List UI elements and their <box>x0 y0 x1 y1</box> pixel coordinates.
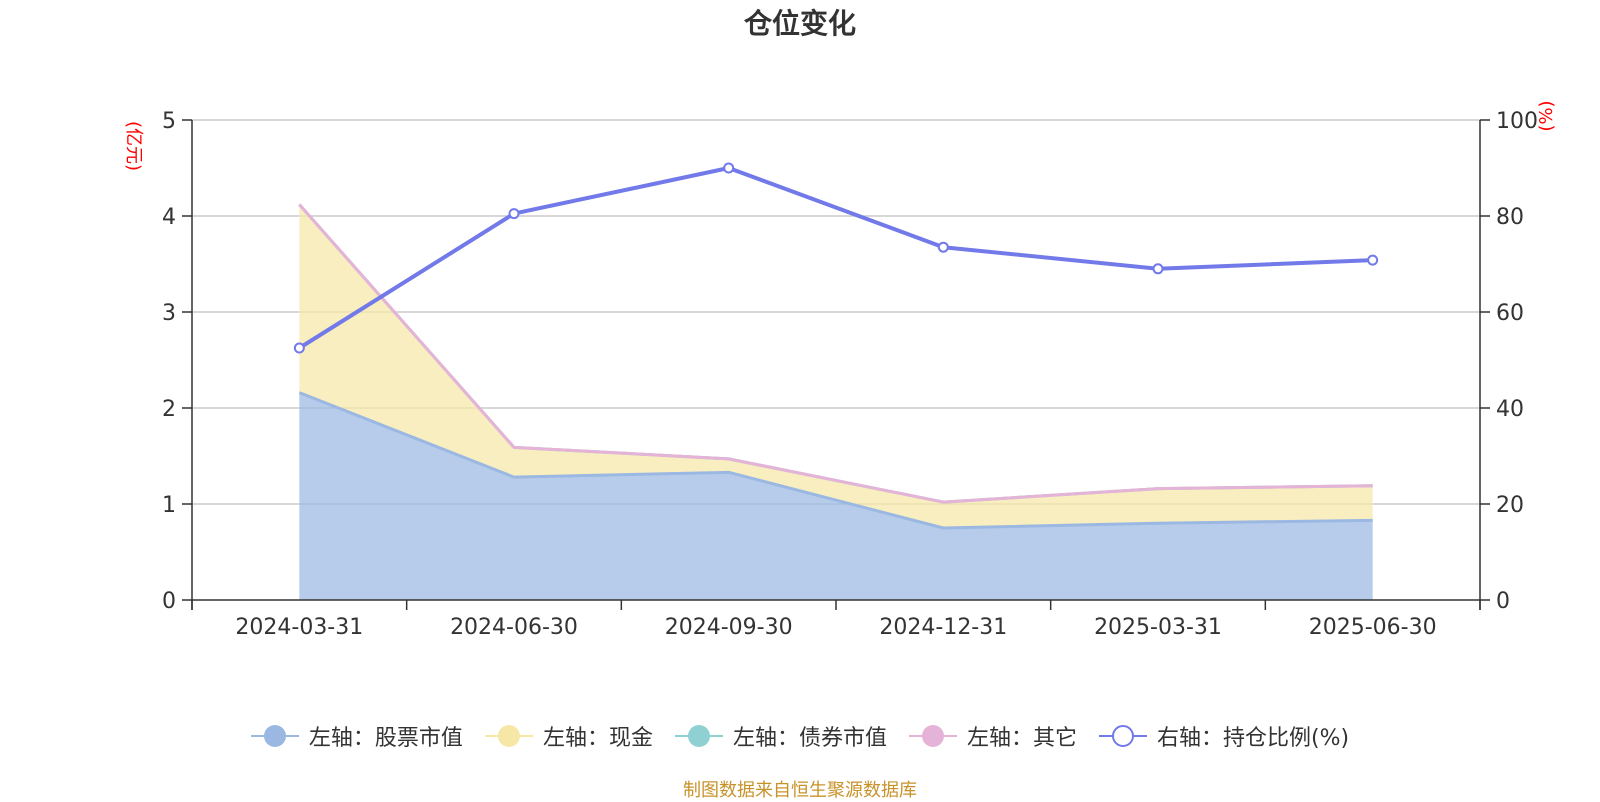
legend-label: 左轴：债券市值 <box>732 726 887 751</box>
holding-ratio-point <box>1367 254 1379 266</box>
x-tick-label: 2024-03-31 <box>235 615 363 640</box>
left-axis-unit-label: (亿元) <box>123 121 144 171</box>
right-tick-label: 0 <box>1496 589 1510 614</box>
x-tick-label: 2025-06-30 <box>1309 615 1437 640</box>
holding-ratio-point <box>508 208 520 220</box>
left-tick-label: 1 <box>162 493 176 518</box>
left-tick-label: 4 <box>162 205 176 230</box>
area-0 <box>299 392 1373 600</box>
left-tick-label: 3 <box>162 301 176 326</box>
legend-label: 右轴：持仓比例(%) <box>1156 726 1350 751</box>
legend-cash-icon <box>484 721 533 751</box>
x-tick-label: 2024-06-30 <box>450 615 578 640</box>
holding-ratio-point <box>1152 263 1164 275</box>
left-tick-label: 5 <box>162 109 176 134</box>
series-line-3 <box>298 203 1373 504</box>
right-tick-label: 100 <box>1496 109 1538 134</box>
left-tick-label: 2 <box>162 397 176 422</box>
x-tick-label: 2024-09-30 <box>665 615 793 640</box>
right-axis-unit-label: (%) <box>1536 100 1557 131</box>
chart-legend: 左轴：股票市值 左轴：现金 左轴：债券市值 左轴：其它 右轴：持仓比例(%) <box>0 720 1600 752</box>
holding-ratio-line <box>298 166 1373 350</box>
x-tick-label: 2024-12-31 <box>879 615 1007 640</box>
chart-title: 仓位变化 <box>743 7 856 40</box>
area-1 <box>299 204 1373 529</box>
legend-stock-value-icon <box>250 721 299 751</box>
right-tick-label: 60 <box>1496 301 1524 326</box>
legend-label: 左轴：其它 <box>966 726 1077 751</box>
right-tick-label: 20 <box>1496 493 1524 518</box>
holding-ratio-point <box>293 342 305 354</box>
right-tick-label: 40 <box>1496 397 1524 422</box>
legend-holding-ratio-icon <box>1098 721 1147 751</box>
data-source-footer: 制图数据来自恒生聚源数据库 <box>683 780 917 801</box>
legend-item-bond-value[interactable]: 左轴：债券市值 <box>674 720 887 752</box>
holding-ratio-point <box>723 162 735 174</box>
x-tick-label: 2025-03-31 <box>1094 615 1222 640</box>
right-tick-label: 80 <box>1496 205 1524 230</box>
legend-bond-value-icon <box>674 721 723 751</box>
holding-ratio-point <box>937 241 949 253</box>
legend-label: 左轴：股票市值 <box>308 726 463 751</box>
legend-item-cash[interactable]: 左轴：现金 <box>484 720 653 752</box>
legend-item-holding-ratio[interactable]: 右轴：持仓比例(%) <box>1098 720 1350 752</box>
legend-other-icon <box>908 721 957 751</box>
left-tick-label: 0 <box>162 589 176 614</box>
legend-item-stock-value[interactable]: 左轴：股票市值 <box>250 720 463 752</box>
series-line-0 <box>298 391 1373 530</box>
legend-item-other[interactable]: 左轴：其它 <box>908 720 1077 752</box>
legend-label: 左轴：现金 <box>542 726 653 751</box>
